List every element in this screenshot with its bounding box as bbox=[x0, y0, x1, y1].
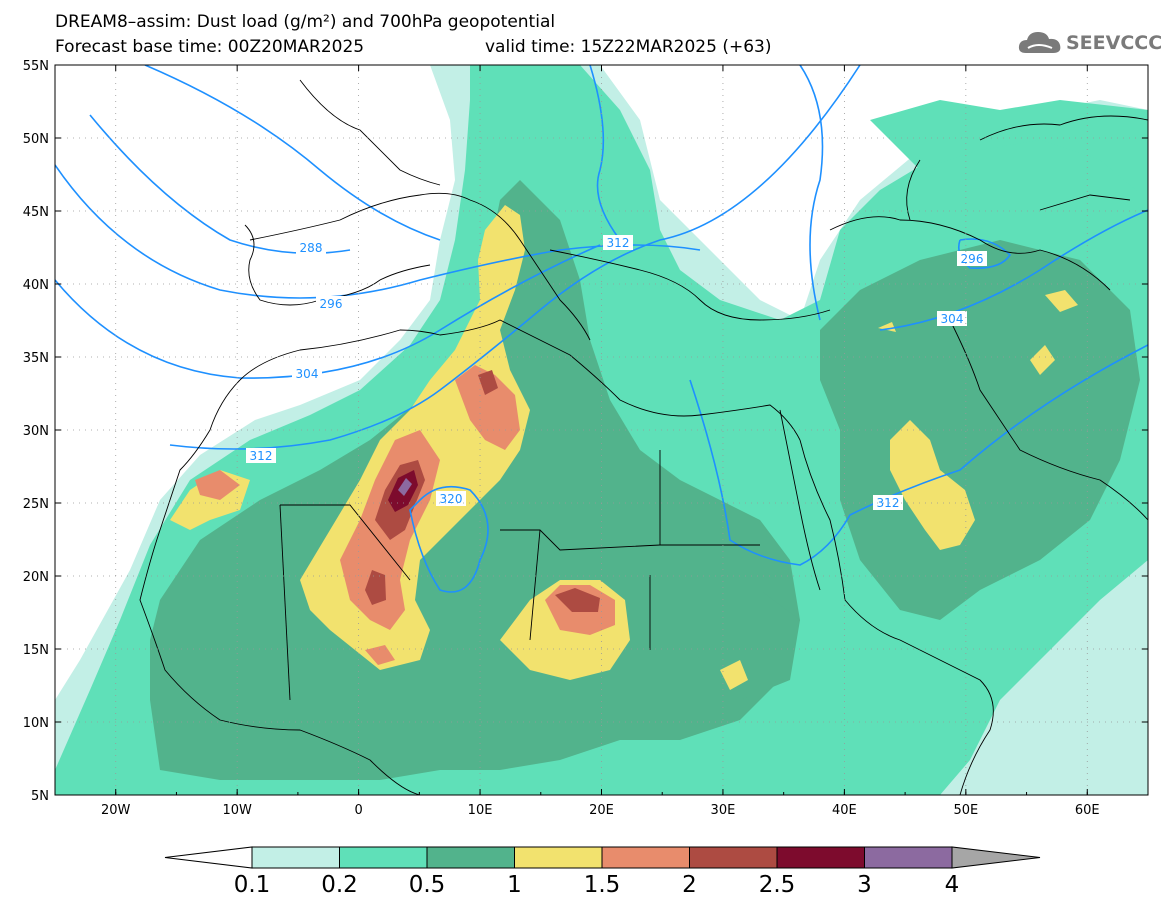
lat-label: 55N bbox=[23, 59, 49, 74]
longitude-axis: 20W 10W 0 10E 20E 30E 40E 50E 60E bbox=[54, 65, 1149, 818]
lat-label: 10N bbox=[23, 716, 49, 731]
lat-label: 45N bbox=[23, 205, 49, 220]
geopotential-contours bbox=[55, 65, 1148, 593]
lat-label: 40N bbox=[23, 278, 49, 293]
lat-lon-grid bbox=[55, 65, 1148, 795]
colorbar-tick-label: 4 bbox=[945, 872, 960, 898]
colorbar-swatch bbox=[864, 846, 953, 869]
colorbar-tick-label: 2 bbox=[682, 872, 697, 898]
contour-label: 312 bbox=[603, 235, 633, 250]
svg-text:320: 320 bbox=[440, 492, 463, 506]
colorbar-swatch bbox=[514, 846, 603, 869]
svg-text:296: 296 bbox=[320, 297, 343, 311]
colorbar-tick-label: 0.5 bbox=[409, 872, 446, 898]
contour-label: 296 bbox=[957, 251, 987, 266]
dust-level-3 bbox=[398, 478, 412, 496]
lon-label: 0 bbox=[354, 803, 362, 818]
colorbar-swatch bbox=[339, 846, 428, 869]
lat-label: 30N bbox=[23, 424, 49, 439]
colorbar-swatch bbox=[776, 846, 865, 869]
seevccc-logo: SEEVCCC bbox=[1018, 28, 1162, 58]
title-line-2: Forecast base time: 00Z20MAR2025 bbox=[55, 37, 365, 57]
svg-text:312: 312 bbox=[607, 236, 630, 250]
colorbar-tick-label: 0.2 bbox=[321, 872, 358, 898]
colorbar-swatch bbox=[601, 846, 690, 869]
svg-text:312: 312 bbox=[877, 496, 900, 510]
lon-label: 40E bbox=[832, 803, 857, 818]
lat-label: 35N bbox=[23, 351, 49, 366]
colorbar-tick-label: 3 bbox=[857, 872, 872, 898]
contour-label: 296 bbox=[316, 296, 346, 311]
contour-label: 304 bbox=[937, 311, 967, 326]
contour-label: 312 bbox=[246, 448, 276, 463]
colorbar-over-arrow bbox=[951, 846, 1041, 869]
contour-label: 288 bbox=[296, 240, 326, 255]
colorbar: 0.1 0.2 0.5 1 1.5 2 2.5 3 4 bbox=[164, 846, 1041, 898]
contour-label: 312 bbox=[873, 495, 903, 510]
lat-label: 20N bbox=[23, 570, 49, 585]
svg-text:296: 296 bbox=[961, 252, 984, 266]
colorbar-swatch bbox=[689, 846, 778, 869]
lat-label: 5N bbox=[31, 789, 49, 804]
colorbar-under-arrow bbox=[164, 846, 253, 869]
colorbar-tick-label: 2.5 bbox=[759, 872, 796, 898]
lon-label: 60E bbox=[1075, 803, 1100, 818]
svg-text:304: 304 bbox=[296, 367, 319, 381]
logo-text: SEEVCCC bbox=[1066, 32, 1163, 54]
lat-label: 15N bbox=[23, 643, 49, 658]
cloud-icon bbox=[1018, 32, 1061, 53]
svg-text:312: 312 bbox=[250, 449, 273, 463]
contour-label: 304 bbox=[292, 366, 322, 381]
title-line-3: valid time: 15Z22MAR2025 (+63) bbox=[485, 37, 772, 57]
colorbar-swatch bbox=[426, 846, 515, 869]
contour-labels: 288 296 304 312 312 320 296 304 312 bbox=[246, 235, 987, 510]
colorbar-tick-label: 1.5 bbox=[584, 872, 621, 898]
colorbar-tick-label: 1 bbox=[507, 872, 522, 898]
latitude-axis: 55N 50N 45N 40N 35N 30N 25N 20N 15N 10N 5N bbox=[23, 59, 1148, 804]
lon-label: 30E bbox=[711, 803, 736, 818]
svg-text:288: 288 bbox=[300, 241, 323, 255]
colorbar-tick-label: 0.1 bbox=[234, 872, 271, 898]
svg-text:304: 304 bbox=[941, 312, 964, 326]
colorbar-swatch bbox=[251, 846, 340, 869]
lon-label: 50E bbox=[953, 803, 978, 818]
lon-label: 20E bbox=[589, 803, 614, 818]
dust-field: 288 296 304 312 312 320 296 304 312 bbox=[55, 65, 1148, 795]
title-line-1: DREAM8–assim: Dust load (g/m²) and 700hP… bbox=[55, 12, 556, 32]
lon-label: 20W bbox=[101, 803, 131, 818]
lat-label: 50N bbox=[23, 132, 49, 147]
lon-label: 10W bbox=[222, 803, 252, 818]
contour-label: 320 bbox=[436, 491, 466, 506]
lon-label: 10E bbox=[468, 803, 493, 818]
lat-label: 25N bbox=[23, 497, 49, 512]
